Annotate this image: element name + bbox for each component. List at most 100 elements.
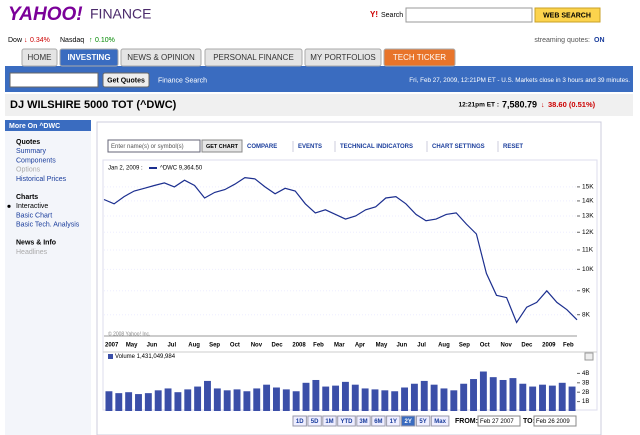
range-button[interactable] bbox=[371, 415, 386, 427]
volume-bar bbox=[489, 377, 497, 411]
from-date[interactable]: Feb 27 2007 bbox=[480, 419, 514, 425]
title-row bbox=[5, 94, 633, 116]
sidebar-link[interactable]: Basic Chart bbox=[16, 212, 52, 219]
volume-bar bbox=[115, 393, 123, 411]
sidebar-link: Interactive bbox=[16, 203, 48, 210]
volume-bar bbox=[341, 381, 349, 411]
x-tick-label: Feb bbox=[563, 343, 574, 349]
range-label[interactable]: YTD bbox=[341, 419, 354, 425]
x-tick-label: Apr bbox=[355, 343, 366, 349]
quote-time: 12:21pm ET : bbox=[459, 102, 499, 109]
x-tick-label: Sep bbox=[459, 343, 470, 349]
range-button[interactable] bbox=[337, 415, 356, 427]
search-icon: Y! bbox=[370, 10, 378, 19]
get-chart-button[interactable] bbox=[201, 139, 243, 153]
tab[interactable] bbox=[21, 48, 58, 67]
streaming-label: streaming quotes: bbox=[534, 37, 590, 44]
toolbar-item[interactable]: EVENTS bbox=[298, 144, 322, 150]
range-button[interactable] bbox=[401, 415, 416, 427]
y-tick-label: 2B bbox=[582, 390, 589, 396]
range-label[interactable]: 1Y bbox=[390, 419, 397, 425]
volume-bar bbox=[105, 391, 113, 411]
toolbar-item[interactable]: COMPARE bbox=[247, 144, 277, 150]
tab[interactable] bbox=[304, 48, 382, 67]
legend-swatch bbox=[108, 354, 113, 359]
tab-label[interactable]: INVESTING bbox=[67, 53, 110, 62]
range-button[interactable] bbox=[356, 415, 371, 427]
quote-input[interactable] bbox=[9, 72, 99, 88]
sidebar-link[interactable]: Summary bbox=[16, 148, 46, 155]
range-label[interactable]: 5D bbox=[311, 419, 319, 425]
toolbar-item[interactable]: TECHNICAL INDICATORS bbox=[340, 144, 413, 150]
range-button[interactable] bbox=[386, 415, 401, 427]
range-button[interactable] bbox=[415, 415, 431, 427]
search-button-label[interactable]: WEB SEARCH bbox=[543, 12, 591, 19]
range-button[interactable] bbox=[292, 415, 307, 427]
tab-label[interactable]: TECH TICKER bbox=[393, 53, 446, 62]
x-tick-label: 2007 bbox=[105, 343, 119, 349]
to-date[interactable]: Feb 26 2009 bbox=[536, 419, 570, 425]
range-label[interactable]: 6M bbox=[374, 419, 382, 425]
streaming-state[interactable]: ON bbox=[594, 37, 605, 44]
volume-bar bbox=[282, 389, 290, 411]
compare-placeholder[interactable]: Enter name(s) or symbol(s) bbox=[111, 144, 184, 150]
range-button[interactable] bbox=[430, 415, 450, 427]
nasdaq-label: Nasdaq bbox=[60, 37, 84, 44]
market-status: Fri, Feb 27, 2009, 12:21PM ET - U.S. Mar… bbox=[409, 77, 630, 84]
x-tick-label: Aug bbox=[438, 343, 450, 349]
sidebar-link[interactable]: Basic Tech. Analysis bbox=[16, 222, 80, 229]
range-label[interactable]: 3M bbox=[359, 419, 367, 425]
current-marker bbox=[7, 204, 11, 208]
sidebar-heading-bar bbox=[5, 120, 91, 131]
tab[interactable] bbox=[120, 48, 202, 67]
y-tick-label: 10K bbox=[582, 266, 594, 273]
range-label[interactable]: 1D bbox=[296, 419, 304, 425]
volume-bar bbox=[213, 388, 221, 411]
copyright: © 2008 Yahoo! Inc. bbox=[108, 330, 150, 337]
volume-bar bbox=[499, 379, 507, 411]
volume-bar bbox=[243, 391, 251, 411]
quote-button[interactable] bbox=[102, 72, 150, 88]
volume-bar bbox=[154, 390, 162, 411]
security-name: DJ WILSHIRE 5000 TOT (^DWC) bbox=[10, 99, 177, 111]
logo[interactable]: YAHOO! bbox=[8, 4, 83, 25]
search-input[interactable] bbox=[405, 7, 533, 23]
range-label[interactable]: 5Y bbox=[419, 419, 426, 425]
x-tick-label: Feb bbox=[313, 343, 324, 349]
toolbar-item[interactable]: RESET bbox=[503, 144, 523, 150]
tab-label[interactable]: HOME bbox=[28, 53, 52, 62]
volume-bar bbox=[420, 380, 428, 411]
y-tick-label: 1B bbox=[582, 399, 589, 405]
range-button[interactable] bbox=[307, 415, 322, 427]
x-tick-label: Jun bbox=[396, 343, 407, 349]
tab-label[interactable]: MY PORTFOLIOS bbox=[310, 53, 376, 62]
tab[interactable] bbox=[59, 48, 119, 67]
x-tick-label: Jun bbox=[147, 343, 158, 349]
from-input[interactable] bbox=[477, 415, 521, 427]
sidebar-link[interactable]: Historical Prices bbox=[16, 176, 67, 183]
y-tick-label: 12K bbox=[582, 229, 594, 236]
range-label[interactable]: Max bbox=[434, 419, 446, 425]
search-button[interactable] bbox=[534, 7, 601, 23]
volume-bar bbox=[223, 390, 231, 411]
get-chart-label[interactable]: GET CHART bbox=[206, 144, 239, 150]
tab-label[interactable]: PERSONAL FINANCE bbox=[213, 53, 294, 62]
to-input[interactable] bbox=[533, 415, 577, 427]
range-button[interactable] bbox=[322, 415, 337, 427]
range-label[interactable]: 2Y bbox=[405, 419, 412, 425]
legend-date: Jan 2, 2009 : bbox=[108, 166, 143, 172]
x-tick-label: 2009 bbox=[542, 343, 556, 349]
tab-label[interactable]: NEWS & OPINION bbox=[127, 53, 195, 62]
compare-input[interactable] bbox=[107, 139, 201, 153]
range-label[interactable]: 1M bbox=[325, 419, 333, 425]
sidebar-link[interactable]: Components bbox=[16, 157, 56, 164]
volume-bar bbox=[410, 383, 418, 411]
tab[interactable] bbox=[204, 48, 303, 67]
finance-search[interactable]: Finance Search bbox=[158, 77, 207, 84]
x-tick-label: 2008 bbox=[292, 343, 306, 349]
dow-change: 0.34% bbox=[30, 37, 50, 44]
quote-button-label[interactable]: Get Quotes bbox=[107, 77, 145, 84]
tab[interactable] bbox=[383, 48, 456, 67]
close-pane[interactable] bbox=[584, 352, 594, 361]
toolbar-item[interactable]: CHART SETTINGS bbox=[432, 144, 485, 150]
